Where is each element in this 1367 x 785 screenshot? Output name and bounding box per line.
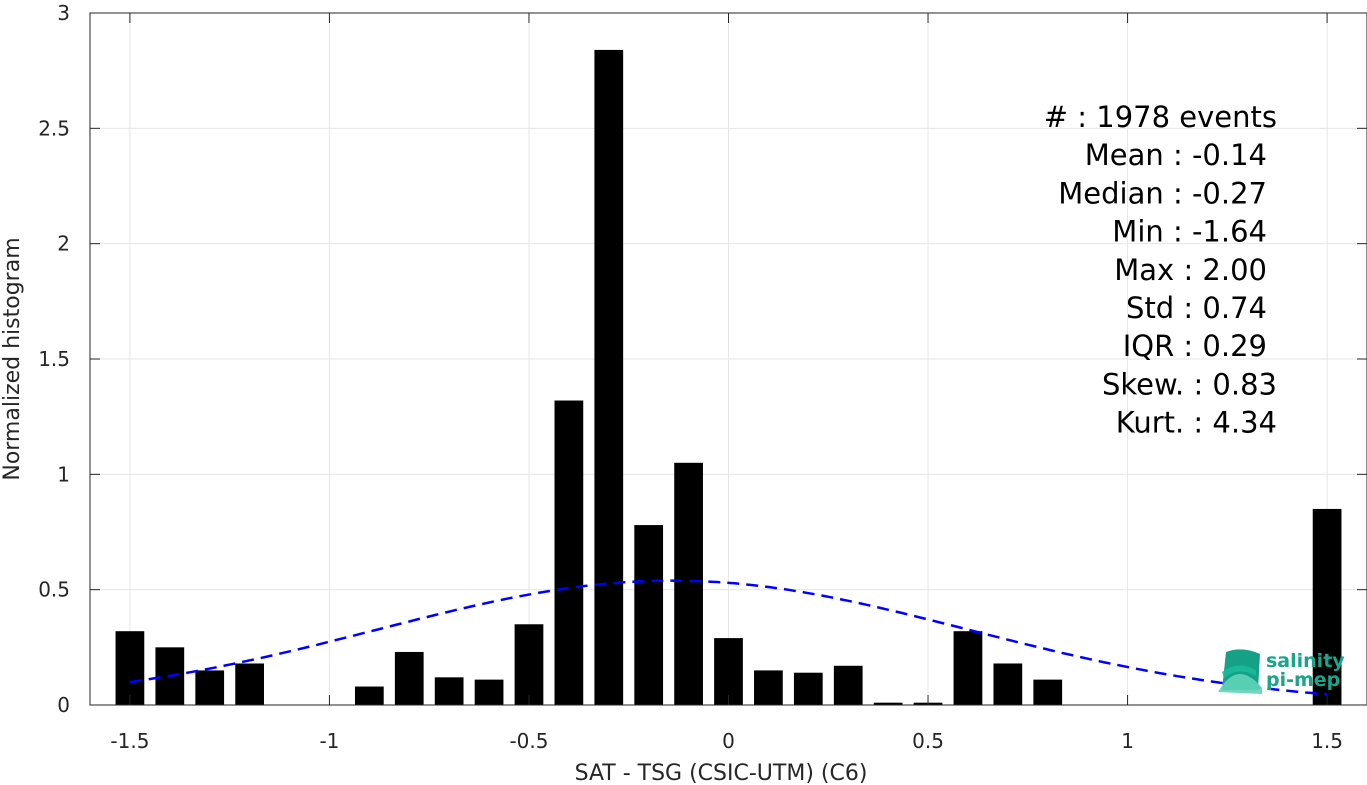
- histogram-bar: [754, 670, 783, 705]
- histogram-bar: [514, 624, 544, 705]
- x-tick-label: -0.5: [509, 729, 548, 753]
- y-tick-labels: 0 0.5 1 1.5 2 2.5 3: [38, 1, 70, 717]
- y-tick-label: 0.5: [38, 578, 70, 602]
- x-tick-label: -1: [319, 729, 339, 753]
- y-tick-label: 1.5: [38, 347, 70, 371]
- x-tick-label: 1.5: [1311, 729, 1343, 753]
- x-tick-labels: -1.5 -1 -0.5 0 0.5 1 1.5: [110, 729, 1343, 753]
- stat-line: Min : -1.64: [1112, 215, 1267, 249]
- y-axis-label: Normalized histogram: [0, 237, 25, 480]
- y-tick-label: 1: [57, 462, 70, 486]
- histogram-bar: [354, 686, 384, 705]
- logo-line2: pi-mep: [1266, 669, 1340, 691]
- x-tick-label: -1.5: [110, 729, 149, 753]
- histogram-bar: [554, 400, 584, 705]
- statistics-annotation: # : 1978 events Mean : -0.14 Median : -0.2…: [1044, 100, 1277, 440]
- wave-logo-icon: [1218, 649, 1262, 694]
- x-tick-label: 0.5: [912, 729, 944, 753]
- stat-line: Std : 0.74: [1126, 291, 1267, 325]
- normal-fit-curve: [129, 579, 1328, 696]
- stat-line: # : 1978 events: [1044, 100, 1277, 134]
- histogram-bar: [1312, 508, 1342, 705]
- stat-line: Kurt. : 4.34: [1116, 406, 1277, 440]
- histogram-bar: [714, 638, 743, 705]
- stat-line: IQR : 0.29: [1123, 329, 1267, 363]
- histogram-bar: [594, 49, 624, 705]
- histogram-bar: [1033, 679, 1063, 705]
- stat-line: Mean : -0.14: [1085, 138, 1267, 172]
- logo-line1: salinity: [1266, 650, 1345, 672]
- histogram-bar: [873, 702, 903, 705]
- logo-wave-shape: [1218, 674, 1262, 694]
- histogram-bar: [634, 525, 664, 705]
- histogram-bar: [953, 631, 983, 705]
- x-tick-label: 0: [722, 729, 735, 753]
- axis-ticks: [90, 12, 1367, 706]
- stat-line: Max : 2.00: [1114, 253, 1267, 287]
- y-tick-label: 2: [57, 232, 70, 256]
- histogram-bar: [394, 651, 424, 705]
- y-tick-label: 3: [57, 1, 70, 25]
- histogram-bar: [235, 663, 264, 705]
- histogram-bar: [434, 677, 464, 705]
- x-tick-label: 1: [1121, 729, 1134, 753]
- x-axis-label: SAT - TSG (CSIC-UTM) (C6): [575, 761, 868, 785]
- histogram-bar: [474, 679, 504, 705]
- histogram-bars: [115, 49, 1342, 705]
- histogram-bar: [195, 670, 225, 705]
- histogram-bar: [993, 663, 1023, 705]
- histogram-bar: [793, 672, 823, 705]
- stat-line: Skew. : 0.83: [1102, 367, 1277, 401]
- salinity-pi-mep-logo: salinity pi-mep: [1218, 649, 1345, 694]
- y-tick-label: 2.5: [38, 116, 70, 140]
- y-tick-label: 0: [57, 693, 70, 717]
- histogram-bar: [674, 462, 703, 705]
- logo-wave-shape: [1222, 665, 1256, 678]
- histogram-bar: [115, 631, 145, 705]
- stat-line: Median : -0.27: [1058, 176, 1267, 210]
- histogram-bar: [833, 665, 863, 705]
